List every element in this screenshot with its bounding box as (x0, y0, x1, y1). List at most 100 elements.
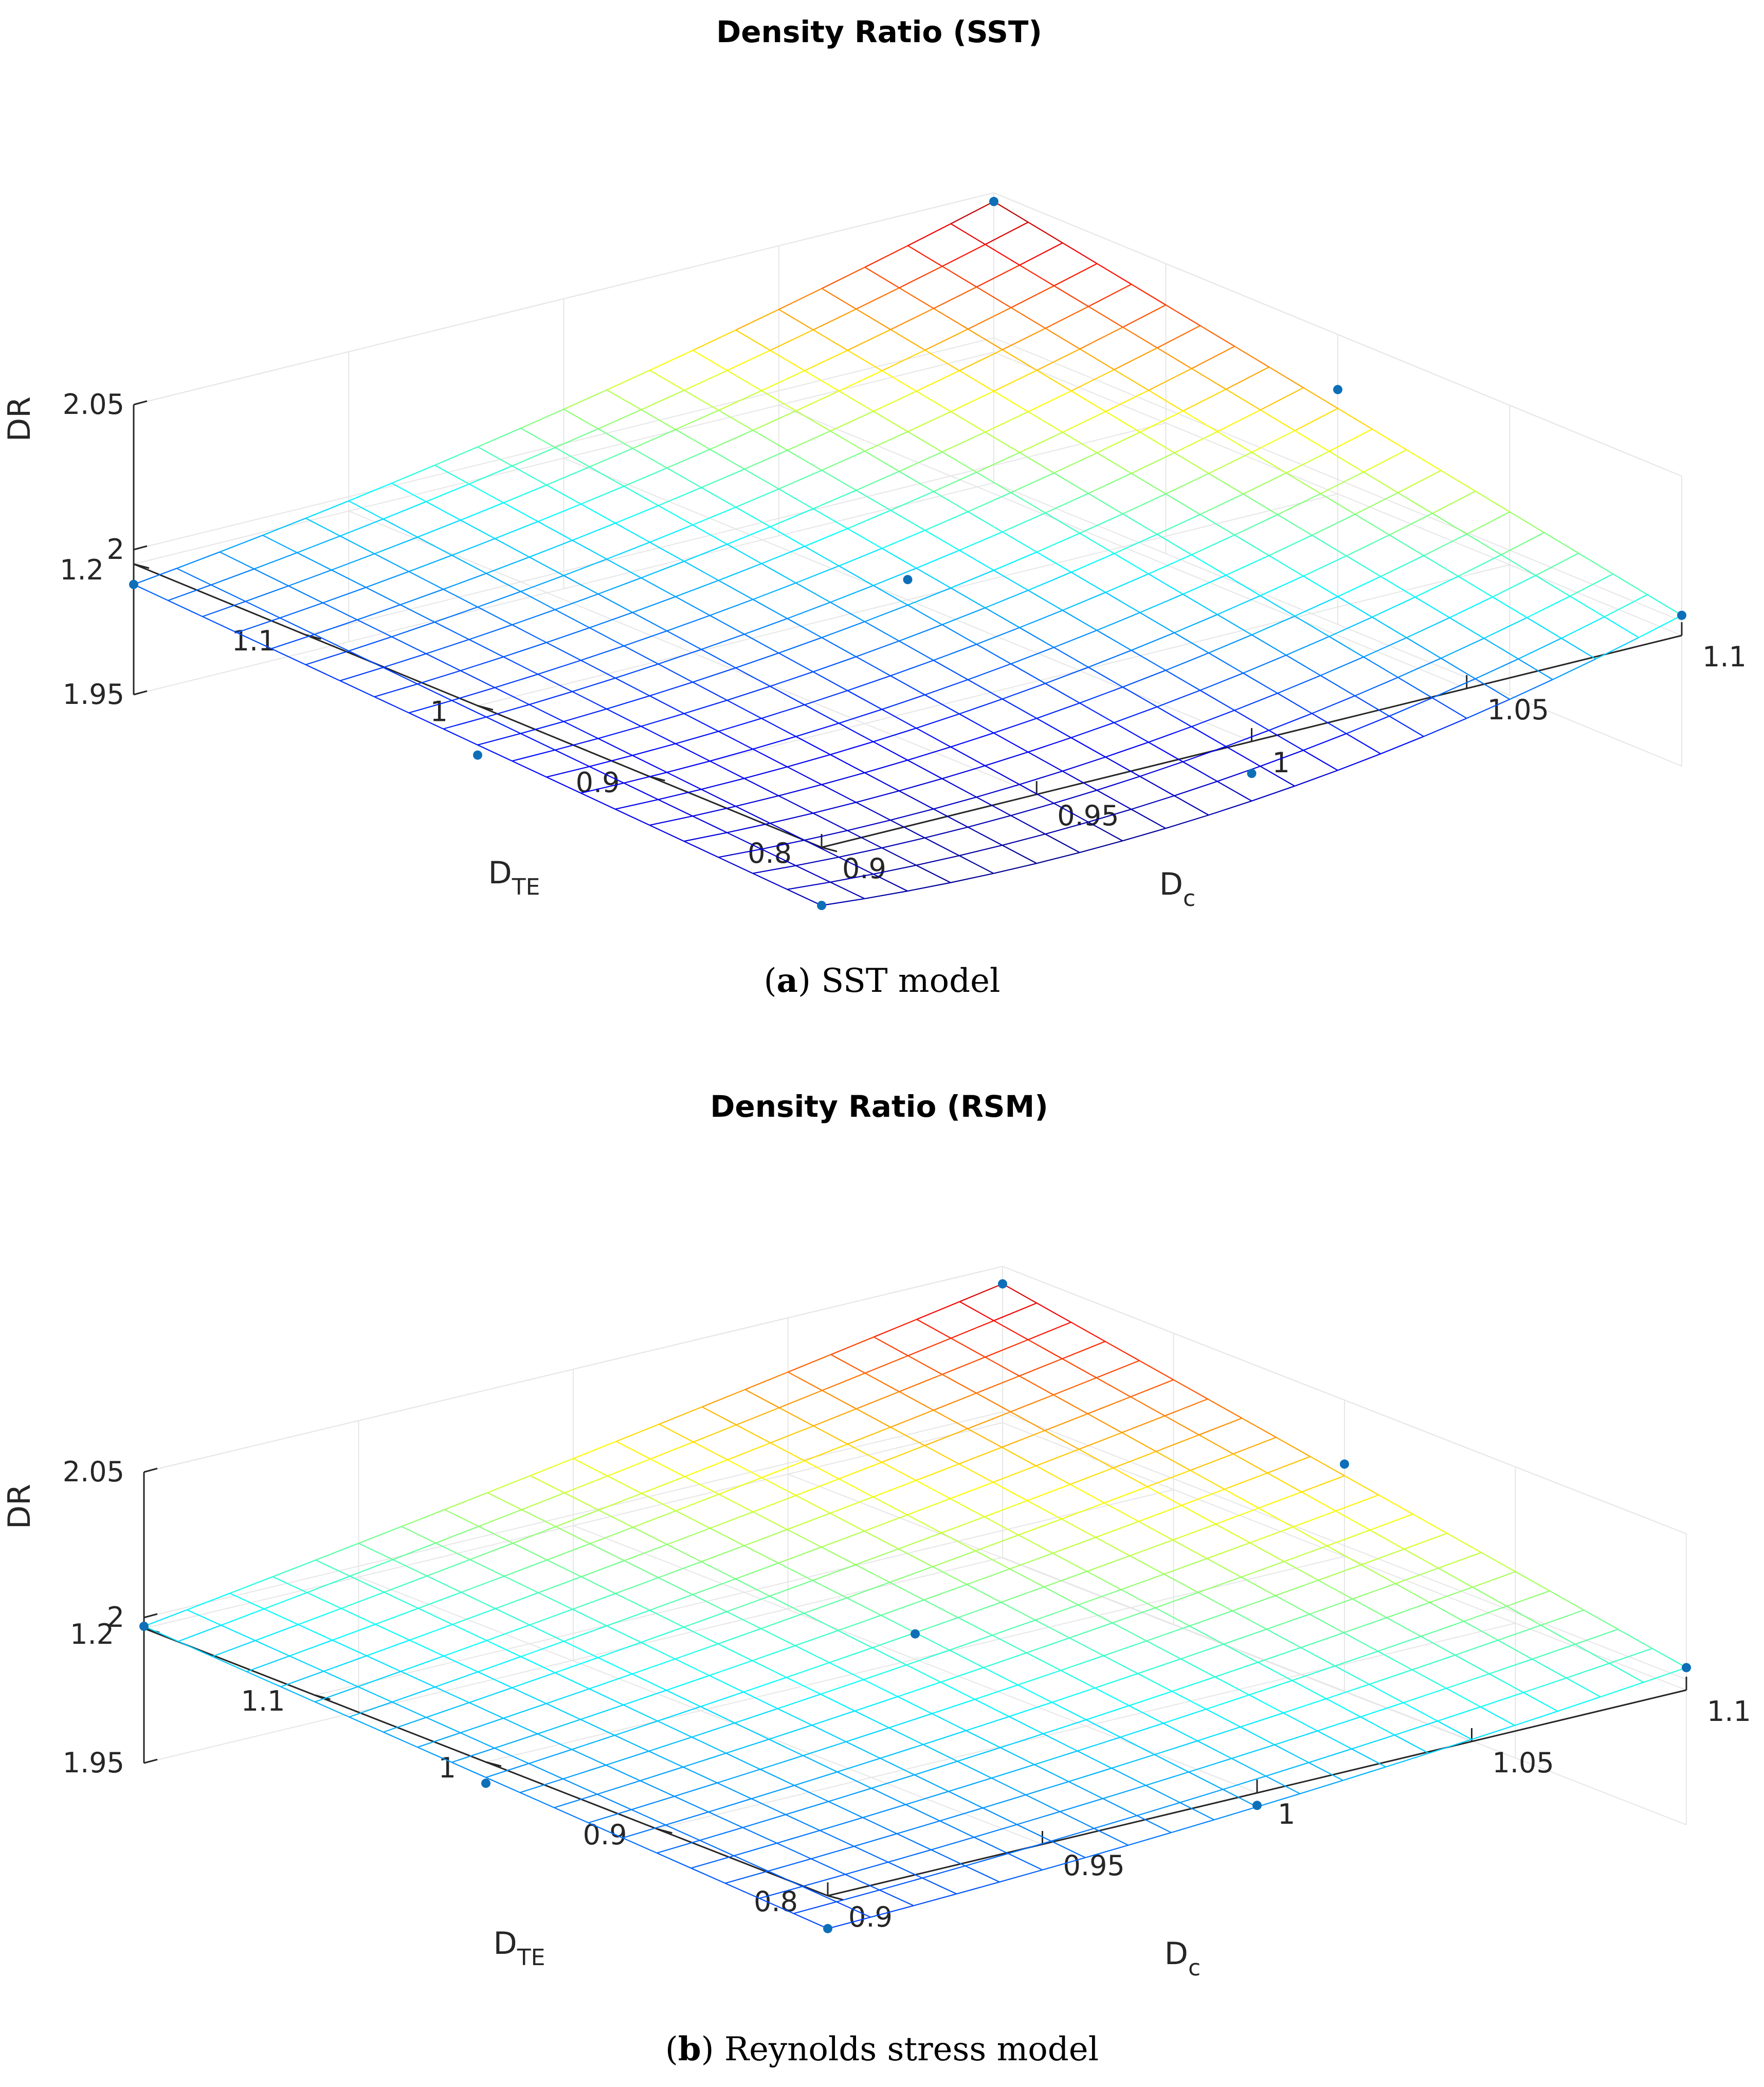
surface-mesh-line (666, 614, 711, 632)
surface-mesh-line (794, 1771, 838, 1786)
surface-mesh-line (734, 1708, 778, 1723)
surface-mesh-line (1638, 614, 1682, 638)
surface-mesh-line (690, 1855, 734, 1869)
surface-mesh-line (735, 652, 779, 668)
surface-mesh-line (537, 660, 581, 675)
surface-mesh-line (939, 1807, 983, 1822)
surface-mesh-line (529, 691, 573, 705)
surface-mesh-line (710, 429, 753, 450)
surface-mesh-line (804, 1612, 839, 1631)
surface-mesh-line (1165, 304, 1201, 326)
surface-mesh-line (726, 526, 771, 545)
surface-mesh-line (1317, 1730, 1352, 1750)
surface-mesh-line (932, 1550, 976, 1568)
surface-mesh-line (941, 1374, 977, 1394)
surface-mesh-line (1019, 431, 1063, 453)
surface-mesh-line (1463, 1605, 1507, 1622)
surface-mesh-line (503, 502, 538, 522)
surface-mesh-line (331, 553, 375, 571)
y-tick-label: 1.2 (60, 554, 104, 586)
surface-mesh-line (853, 1833, 897, 1847)
surface-mesh-line (503, 642, 547, 658)
surface-mesh-line (1139, 593, 1184, 613)
surface-mesh-line (821, 266, 865, 289)
surface-mesh-line (864, 431, 908, 452)
surface-mesh-line (1225, 746, 1261, 767)
surface-mesh-line (1018, 1518, 1062, 1536)
surface-mesh-line (794, 1785, 829, 1802)
surface-mesh-line (1329, 450, 1364, 473)
surface-mesh-line (881, 694, 925, 710)
surface-mesh-line (1198, 1576, 1242, 1593)
surface-mesh-line (692, 806, 736, 817)
surface-mesh-line (830, 410, 874, 432)
surface-mesh-line (1207, 1398, 1243, 1419)
surface-mesh-line (537, 503, 581, 522)
surface-mesh-line (1197, 1726, 1241, 1741)
surface-mesh-line (383, 1717, 427, 1733)
surface-mesh-line (899, 640, 934, 661)
surface-mesh-line (1523, 1677, 1567, 1693)
surface-mesh-line (598, 1509, 633, 1528)
surface-mesh-line (830, 602, 865, 622)
surface-mesh-line (899, 778, 942, 792)
surface-mesh-line (725, 1871, 769, 1884)
surface-mesh-line (1286, 450, 1330, 474)
surface-mesh-line (924, 349, 960, 371)
surface-mesh-line (1397, 658, 1442, 678)
y-tick-mark (827, 1895, 844, 1901)
data-point (473, 750, 482, 760)
surface-mesh-line (829, 1662, 864, 1680)
surface-mesh-line (1257, 1793, 1300, 1808)
surface-mesh-line (1165, 493, 1201, 515)
surface-mesh-line (279, 602, 323, 619)
surface-mesh-line (340, 667, 384, 682)
surface-mesh-line (725, 1882, 760, 1899)
surface-mesh-line (811, 1858, 846, 1875)
surface-mesh-line (760, 1628, 795, 1646)
surface-mesh-line (941, 778, 977, 798)
surface-mesh-line (1154, 1740, 1198, 1755)
surface-mesh-line (718, 1643, 753, 1661)
surface-mesh-line (555, 1657, 598, 1674)
surface-mesh-line (778, 1546, 822, 1564)
surface-mesh-line (1310, 1456, 1345, 1477)
y-tick-mark (821, 846, 838, 852)
surface-mesh-line (683, 1752, 726, 1768)
surface-mesh-line (983, 1652, 1027, 1668)
surface-mesh-line (264, 1608, 299, 1625)
surface-mesh-line (349, 1701, 392, 1718)
surface-mesh-line (666, 1690, 701, 1708)
surface-mesh-line (1268, 713, 1313, 731)
surface-mesh-line (753, 582, 796, 600)
surface-mesh-line (589, 627, 624, 647)
surface-mesh-line (1283, 1561, 1319, 1581)
surface-mesh-line (1243, 673, 1278, 694)
wall-grid-line (133, 337, 1682, 622)
surface-mesh-line (785, 1801, 829, 1816)
surface-mesh-line (615, 799, 659, 810)
surface-mesh-line (435, 1542, 470, 1560)
surface-mesh-line (1131, 649, 1166, 671)
surface-mesh-line (280, 1671, 324, 1687)
surface-mesh-line (1070, 737, 1106, 758)
surface-mesh-line (555, 749, 590, 767)
surface-mesh-line (1112, 1607, 1156, 1624)
surface-mesh-line (950, 746, 986, 767)
surface-mesh-line (1120, 1722, 1163, 1738)
surface-mesh-line (408, 712, 444, 730)
surface-mesh-line (846, 1727, 889, 1743)
surface-mesh-line (1566, 1662, 1610, 1679)
surface-mesh-line (1397, 677, 1433, 699)
surface-mesh-line (813, 1408, 857, 1427)
surface-mesh-line (521, 1509, 556, 1528)
surface-mesh-line (306, 1575, 350, 1593)
surface-mesh-line (1260, 750, 1304, 767)
surface-mesh-line (907, 1498, 951, 1516)
surface-mesh-line (332, 1624, 376, 1641)
surface-mesh-line (305, 650, 349, 665)
surface-mesh-line (1303, 387, 1338, 409)
surface-mesh-line (735, 488, 779, 508)
surface-mesh-line (1240, 1726, 1275, 1746)
surface-mesh-line (718, 410, 754, 431)
